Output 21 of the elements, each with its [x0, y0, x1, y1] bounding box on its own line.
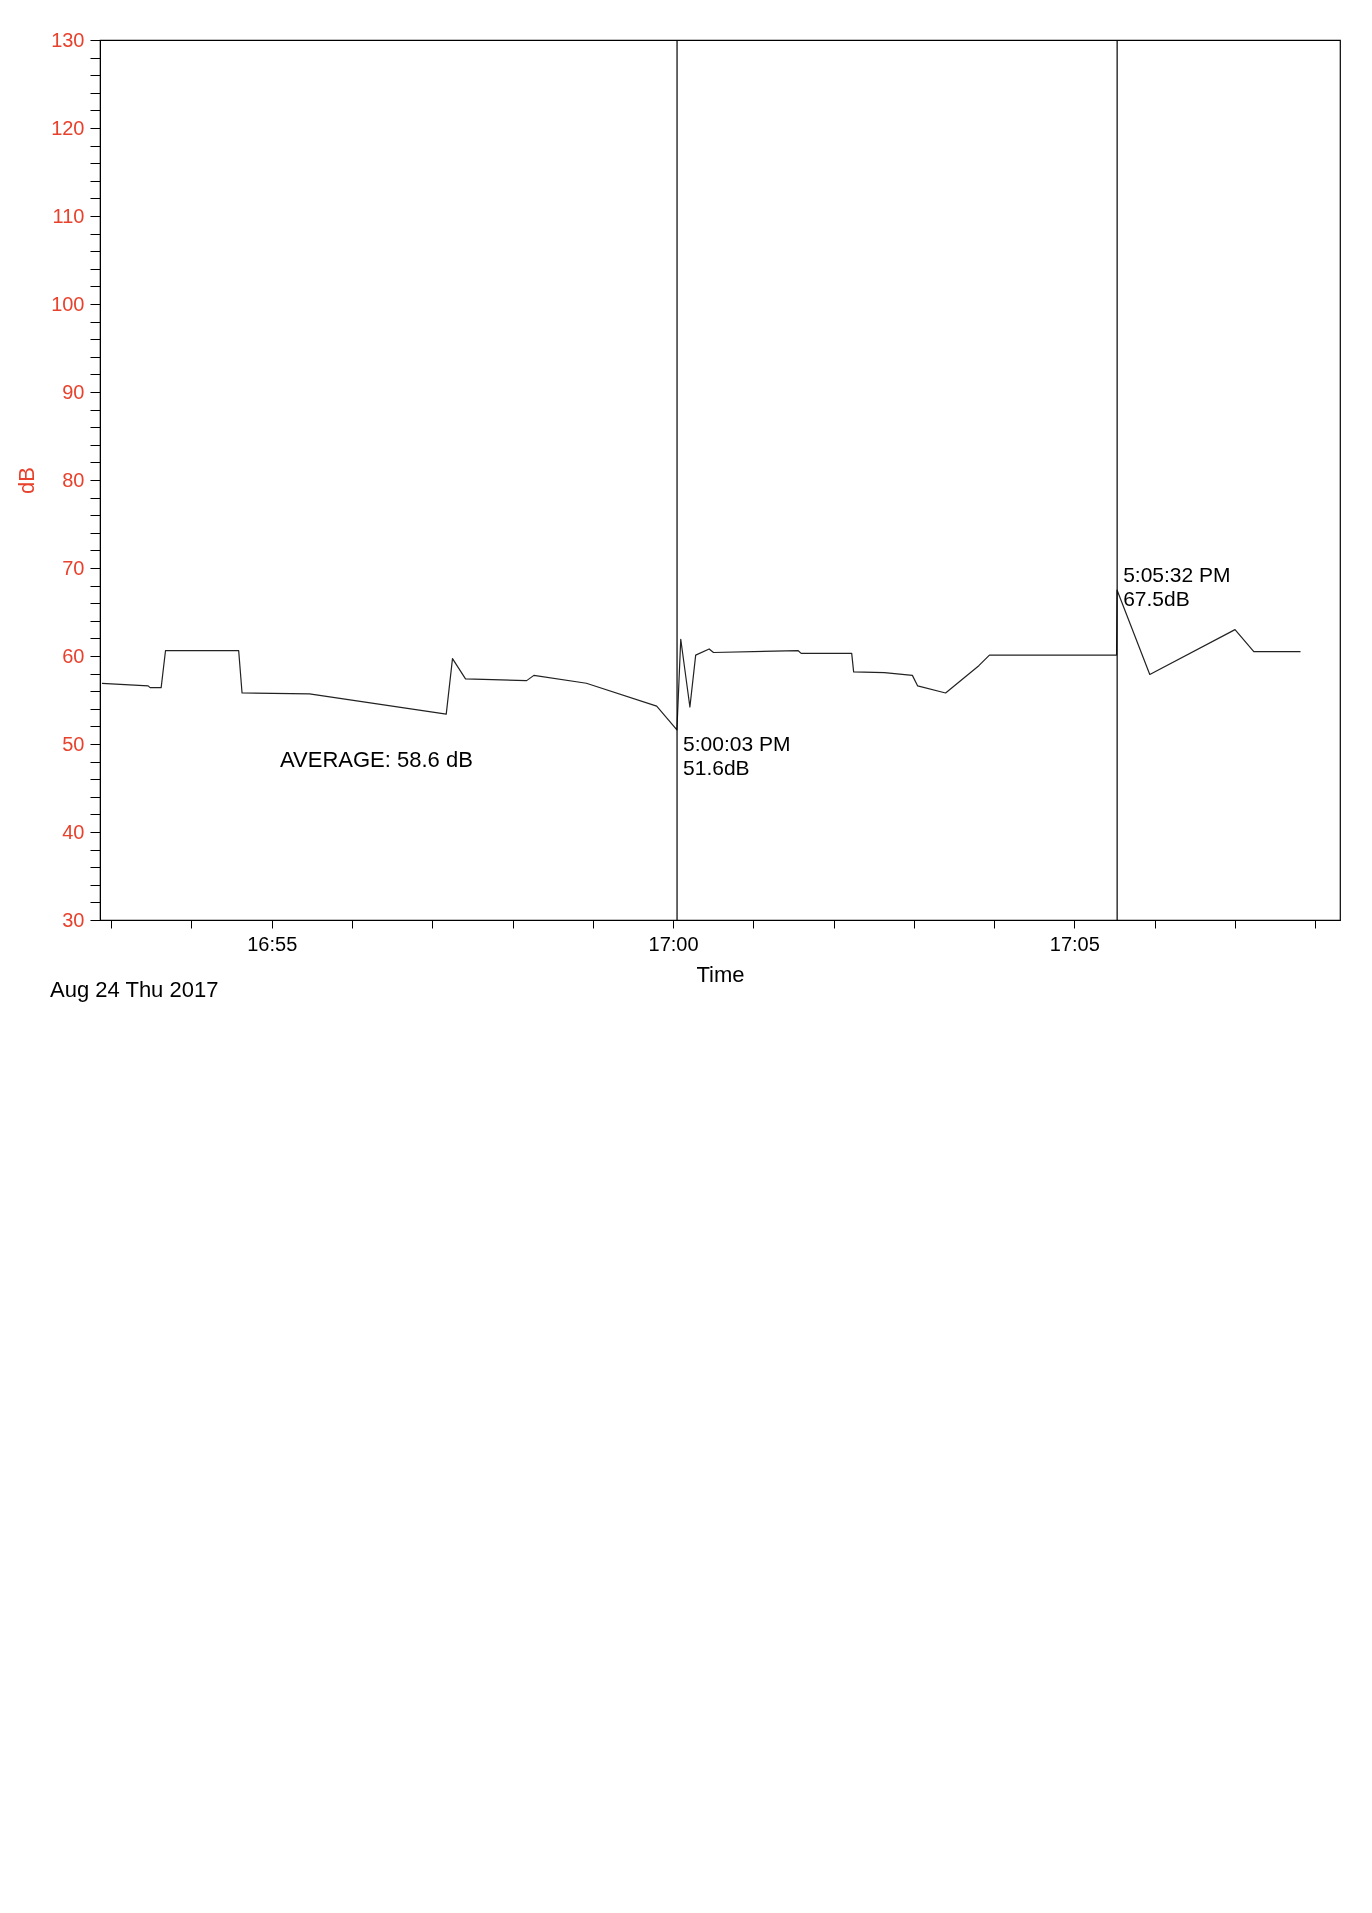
line-series [101, 589, 1302, 731]
y-tick-label: 40 [62, 820, 85, 843]
annotation: 5:05:32 PM 67.5dB [1123, 563, 1231, 610]
y-tick-label: 100 [51, 292, 85, 315]
y-tick-label: 80 [62, 468, 85, 491]
x-tick-label: 17:00 [648, 932, 699, 955]
y-tick-label: 130 [51, 28, 85, 51]
y-tick-label: 110 [52, 204, 85, 227]
y-axis-title: dB [14, 467, 40, 494]
x-tick-label: 17:05 [1049, 932, 1100, 955]
y-tick-label: 120 [51, 116, 85, 139]
x-tick-label: 16:55 [247, 932, 298, 955]
y-tick-label: 70 [62, 556, 85, 579]
annotation: AVERAGE: 58.6 dB [280, 747, 473, 772]
y-tick-label: 60 [62, 644, 85, 667]
y-tick-label: 90 [62, 380, 85, 403]
annotation: 5:00:03 PM 51.6dB [683, 731, 791, 779]
y-tick-label: 50 [62, 732, 85, 755]
y-tick-label: 30 [62, 908, 85, 931]
x-axis-title: Time [696, 961, 745, 987]
text: Aug 24 Thu 2017 [50, 977, 219, 1002]
